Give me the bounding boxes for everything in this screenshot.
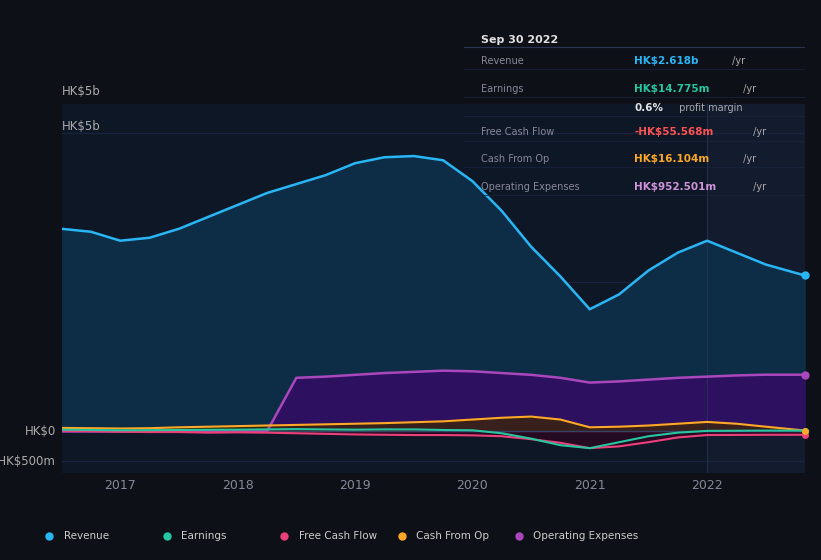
Text: HK$0: HK$0	[25, 425, 56, 438]
Text: Free Cash Flow: Free Cash Flow	[481, 128, 554, 137]
Text: Earnings: Earnings	[181, 531, 227, 541]
Text: HK$5b: HK$5b	[62, 85, 100, 98]
Text: /yr: /yr	[750, 128, 767, 137]
Text: Free Cash Flow: Free Cash Flow	[299, 531, 377, 541]
Text: -HK$55.568m: -HK$55.568m	[635, 128, 713, 137]
Text: Operating Expenses: Operating Expenses	[534, 531, 639, 541]
Text: HK$2.618b: HK$2.618b	[635, 56, 699, 66]
Text: Revenue: Revenue	[481, 56, 524, 66]
Text: Sep 30 2022: Sep 30 2022	[481, 35, 558, 45]
Bar	[707, 104, 810, 473]
Text: Operating Expenses: Operating Expenses	[481, 182, 580, 192]
Text: Cash From Op: Cash From Op	[416, 531, 489, 541]
Text: HK$16.104m: HK$16.104m	[635, 153, 709, 164]
Text: -HK$500m: -HK$500m	[0, 455, 56, 468]
Text: HK$5b: HK$5b	[62, 120, 100, 133]
Text: HK$952.501m: HK$952.501m	[635, 182, 717, 192]
Text: /yr: /yr	[740, 85, 756, 94]
Text: /yr: /yr	[750, 182, 767, 192]
Text: Earnings: Earnings	[481, 85, 524, 94]
Text: /yr: /yr	[729, 56, 745, 66]
Text: HK$14.775m: HK$14.775m	[635, 85, 709, 94]
Text: profit margin: profit margin	[677, 103, 743, 113]
Text: Cash From Op: Cash From Op	[481, 153, 549, 164]
Text: 0.6%: 0.6%	[635, 103, 663, 113]
Text: /yr: /yr	[740, 153, 756, 164]
Text: Revenue: Revenue	[64, 531, 109, 541]
